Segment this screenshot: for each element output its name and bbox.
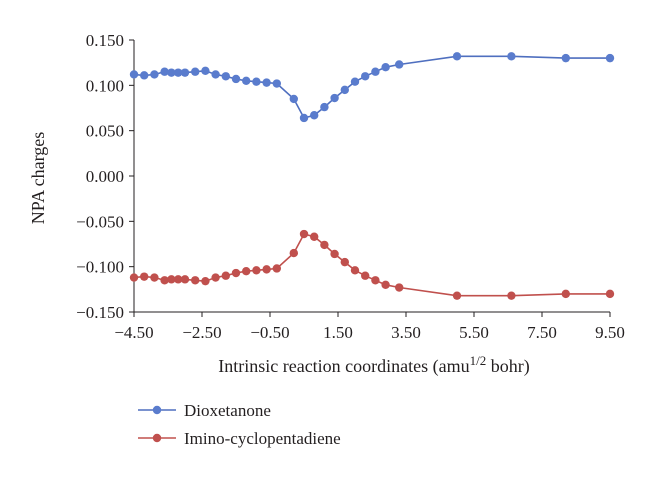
data-point (320, 102, 329, 112)
y-tick-label: 0.100 (86, 76, 124, 95)
data-point (150, 70, 159, 79)
data-point (340, 257, 349, 267)
y-tick-label: 0.050 (86, 122, 124, 141)
data-point (252, 77, 261, 86)
data-point (272, 79, 281, 88)
legend-label: Imino-cyclopentadiene (184, 429, 341, 448)
data-point (381, 62, 390, 72)
data-point (211, 273, 220, 282)
data-point (262, 265, 271, 274)
data-point (299, 229, 309, 239)
y-tick-label: 0.000 (86, 167, 124, 186)
data-point (350, 266, 360, 275)
data-point (561, 53, 570, 63)
y-tick-label: −0.100 (76, 258, 124, 277)
data-point (310, 232, 319, 241)
data-point (289, 248, 298, 258)
data-point (160, 276, 169, 285)
data-point (140, 71, 149, 80)
data-point (191, 276, 200, 285)
legend-swatch-marker (152, 433, 162, 443)
data-point (507, 52, 516, 61)
x-tick-label: 9.50 (595, 323, 625, 342)
y-tick-label: 0.150 (86, 31, 124, 50)
x-tick-label: 3.50 (391, 323, 421, 342)
x-axis-title-superscript: 1/2 (470, 353, 487, 368)
data-point (150, 273, 159, 282)
data-point (242, 76, 251, 86)
data-point (395, 283, 404, 292)
data-point (330, 93, 339, 103)
series-dioxetanone (129, 52, 615, 123)
data-point (289, 94, 298, 104)
data-point (174, 68, 183, 77)
series-layer (129, 52, 615, 300)
data-point (129, 273, 139, 282)
data-point (452, 52, 462, 61)
data-point (221, 271, 230, 280)
data-point (605, 53, 615, 63)
series-imino-cyclopentadiene (129, 229, 615, 300)
data-point (330, 249, 339, 259)
data-point (340, 85, 349, 95)
legend-item-dioxetanone: Dioxetanone (138, 401, 271, 420)
legend: Dioxetanone Imino-cyclopentadiene (138, 401, 341, 448)
data-point (561, 289, 570, 299)
data-point (211, 70, 220, 79)
x-axis-title: Intrinsic reaction coordinates (amu1/2 b… (218, 353, 530, 377)
data-point (180, 275, 190, 284)
data-point (231, 74, 241, 84)
x-tick-label: 5.50 (459, 323, 489, 342)
data-point (201, 66, 210, 76)
legend-label: Dioxetanone (184, 401, 271, 420)
data-point (361, 271, 370, 280)
data-point (350, 77, 360, 86)
data-point (361, 72, 370, 81)
data-point (252, 266, 261, 275)
data-point (272, 264, 281, 273)
series-line-imino-cyclopentadiene (133, 233, 610, 297)
series-line-dioxetanone (133, 55, 610, 119)
legend-item-imino-cyclopentadiene: Imino-cyclopentadiene (138, 429, 341, 448)
data-point (452, 291, 462, 300)
x-tick-label: −0.50 (250, 323, 289, 342)
data-point (180, 68, 190, 77)
axes: 0.150 0.100 0.050 0.000 −0.050 −0.100 −0.150−4… (76, 31, 625, 342)
data-point (310, 111, 319, 120)
data-point (129, 70, 139, 79)
data-point (231, 268, 241, 278)
data-point (320, 240, 329, 250)
data-point (160, 67, 169, 76)
data-point (299, 113, 309, 123)
y-tick-label: −0.050 (76, 212, 124, 231)
x-tick-label: 1.50 (323, 323, 353, 342)
data-point (242, 267, 251, 276)
data-point (174, 275, 183, 284)
axis-titles: NPA charges Intrinsic reaction coordinat… (28, 132, 530, 377)
data-point (201, 276, 210, 286)
y-axis-title: NPA charges (28, 132, 48, 225)
data-point (507, 291, 516, 300)
data-point (140, 272, 149, 281)
data-point (371, 276, 380, 285)
legend-swatch-marker (152, 405, 162, 415)
x-tick-label: −4.50 (114, 323, 153, 342)
data-point (395, 60, 404, 69)
data-point (167, 275, 176, 284)
x-tick-label: −2.50 (182, 323, 221, 342)
data-point (167, 68, 176, 77)
data-point (221, 72, 230, 81)
data-point (262, 78, 271, 87)
y-tick-label: −0.150 (76, 303, 124, 322)
data-point (381, 280, 390, 289)
data-point (371, 67, 380, 76)
data-point (605, 289, 615, 299)
data-point (191, 67, 200, 76)
x-tick-label: 7.50 (527, 323, 557, 342)
